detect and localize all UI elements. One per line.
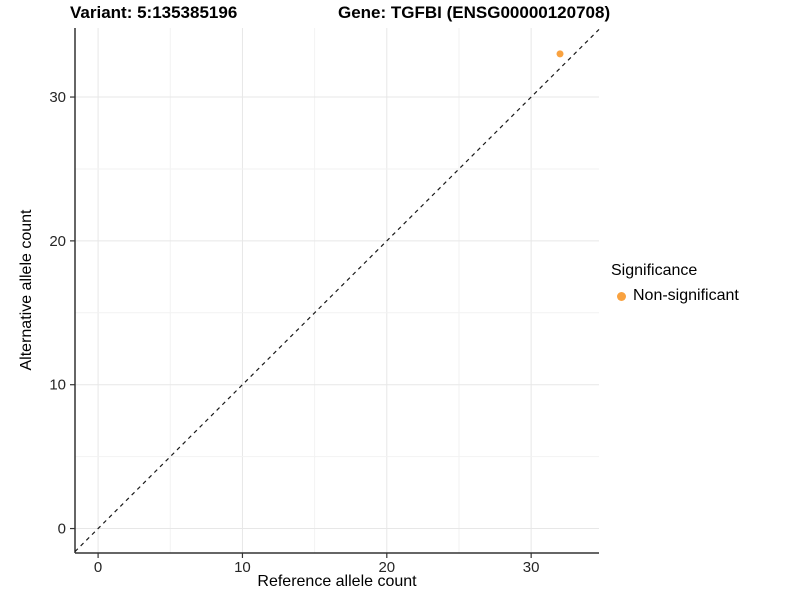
legend-item-label: Non-significant (633, 287, 739, 304)
legend-dot-icon (617, 291, 626, 301)
gene-title: Gene: TGFBI (ENSG00000120708) (338, 3, 611, 22)
x-tick-label: 10 (234, 559, 251, 576)
variant-title: Variant: 5:135385196 (70, 3, 238, 22)
y-axis-title: Alternative allele count (18, 209, 35, 371)
x-tick-label: 0 (94, 559, 102, 576)
x-tick-label: 20 (378, 559, 395, 576)
y-tick-label: 10 (49, 377, 66, 394)
x-tick-label: 30 (523, 559, 540, 576)
y-tick-label: 0 (58, 521, 66, 538)
identity-dashed-line (74, 29, 600, 552)
legend-item: Non-significant (611, 287, 739, 305)
legend: Significance Non-significant (611, 262, 739, 305)
x-axis-title: Reference allele count (257, 573, 417, 590)
legend-title: Significance (611, 262, 698, 279)
y-tick-label: 30 (49, 89, 66, 106)
data-point (556, 50, 564, 58)
y-tick-label: 20 (49, 233, 66, 250)
